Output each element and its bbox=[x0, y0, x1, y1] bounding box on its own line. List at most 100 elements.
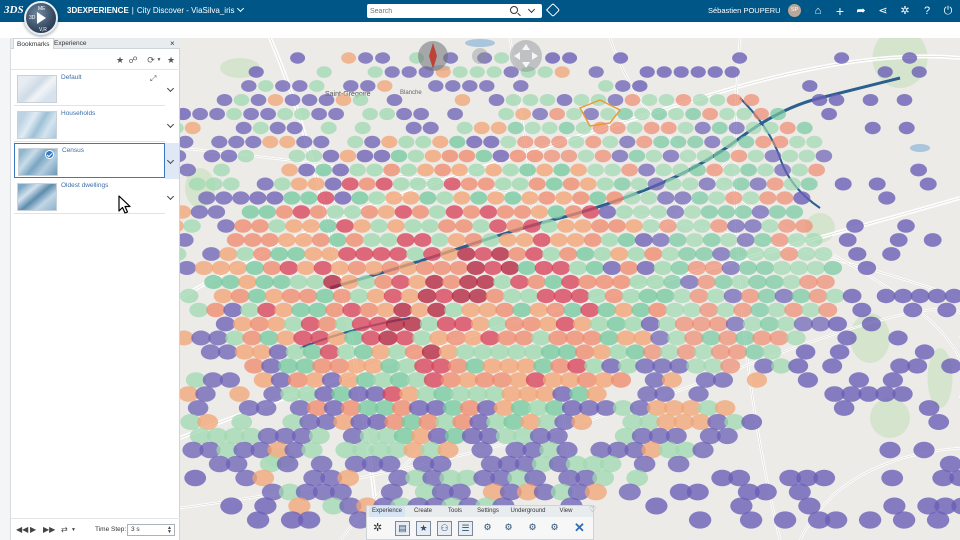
share-arrow-icon[interactable]: ➦ bbox=[856, 5, 866, 17]
hex-cell bbox=[232, 316, 252, 332]
favorite-icon[interactable]: ★ bbox=[416, 521, 431, 536]
hex-cell bbox=[374, 400, 396, 416]
hex-cell bbox=[454, 94, 471, 106]
hex-cell bbox=[180, 149, 187, 163]
chevron-down-icon[interactable] bbox=[166, 192, 175, 201]
hex-cell bbox=[357, 400, 379, 416]
tab-settings[interactable]: Settings bbox=[477, 508, 499, 514]
rewind-icon[interactable]: ◀◀ bbox=[16, 525, 29, 534]
map-viewport[interactable]: Saint-Grégoire Blanche bbox=[180, 38, 960, 540]
star-icon[interactable]: ★ bbox=[115, 55, 125, 65]
hex-cell bbox=[419, 316, 439, 332]
hex-cell bbox=[737, 483, 760, 501]
tab-create[interactable]: Create bbox=[413, 508, 432, 514]
hex-cell bbox=[368, 316, 388, 332]
search-box[interactable] bbox=[367, 4, 542, 18]
settings-gear-icon[interactable]: ✲ bbox=[373, 522, 383, 534]
hex-cell bbox=[430, 233, 449, 247]
bookmark-item[interactable]: Default ⤢ bbox=[14, 71, 165, 106]
hex-cell bbox=[825, 288, 845, 304]
hex-cell bbox=[185, 372, 206, 388]
hex-cell bbox=[202, 372, 223, 388]
loop-icon[interactable]: ⇄ bbox=[61, 525, 68, 534]
hex-cell bbox=[409, 177, 427, 191]
play-icon[interactable]: ▶ bbox=[30, 525, 37, 534]
dassault-logo-icon[interactable]: 3DS bbox=[4, 4, 24, 16]
avatar[interactable]: SP bbox=[788, 4, 801, 17]
chevron-down-icon[interactable] bbox=[166, 84, 175, 93]
search-icon[interactable] bbox=[510, 6, 518, 14]
hex-cell bbox=[187, 400, 209, 416]
hex-cell bbox=[419, 191, 437, 205]
hex-cell bbox=[530, 205, 549, 219]
hex-cell bbox=[598, 205, 617, 219]
tab-view[interactable]: View bbox=[559, 508, 573, 514]
time-step-stepper[interactable]: 3 s ▲ ▼ bbox=[127, 524, 175, 536]
heart-icon[interactable]: ♡ bbox=[589, 505, 597, 514]
tab-experience[interactable]: Experience bbox=[369, 506, 405, 517]
refresh-icon[interactable]: ⟳ bbox=[147, 55, 155, 65]
app-title[interactable]: 3DEXPERIENCE | City Discover - ViaSilva_ir… bbox=[67, 4, 244, 15]
hex-cell bbox=[241, 205, 260, 219]
compass-icon[interactable]: ME 3D V,R bbox=[24, 1, 58, 35]
hex-cell bbox=[695, 247, 714, 261]
gears-icon[interactable]: ⚙ bbox=[528, 522, 537, 532]
manage-icon[interactable]: ☍ bbox=[128, 55, 138, 65]
map-canvas[interactable]: Saint-Grégoire Blanche bbox=[180, 38, 960, 540]
gears-icon[interactable]: ⚙ bbox=[483, 522, 492, 532]
hex-cell bbox=[421, 344, 442, 360]
apps-compass-icon[interactable]: ✲ bbox=[900, 5, 910, 17]
close-icon[interactable]: × bbox=[170, 39, 175, 48]
hex-cell bbox=[512, 427, 534, 445]
bookmark-item[interactable]: Oldest dwellings bbox=[14, 179, 165, 214]
hex-cell bbox=[472, 219, 490, 233]
gears-icon[interactable]: ⚙ bbox=[504, 522, 513, 532]
hex-cell bbox=[508, 372, 529, 388]
user-name[interactable]: Sébastien POUPERU bbox=[708, 6, 781, 15]
tab-experience[interactable]: Experience bbox=[54, 40, 87, 47]
layers-icon[interactable]: ▤ bbox=[395, 521, 410, 536]
hex-cell bbox=[704, 135, 721, 149]
bookmark-item-selected[interactable]: Census bbox=[14, 143, 165, 178]
loop-dropdown-icon[interactable]: ▼ bbox=[71, 527, 76, 533]
hex-cell bbox=[689, 288, 709, 304]
expand-diagonal-icon[interactable]: ⤢ bbox=[150, 74, 157, 83]
bookmark-item[interactable]: Households bbox=[14, 107, 165, 142]
chevron-down-icon[interactable] bbox=[166, 120, 175, 129]
help-icon[interactable]: ? bbox=[923, 5, 931, 17]
hex-cell bbox=[262, 135, 279, 149]
hex-cell bbox=[725, 191, 743, 205]
hex-cell bbox=[700, 205, 719, 219]
person-icon[interactable]: ⚇ bbox=[437, 521, 452, 536]
search-input[interactable] bbox=[370, 5, 500, 17]
tag-label-icon[interactable]: ⌂ bbox=[814, 5, 822, 17]
hex-cell bbox=[742, 191, 760, 205]
tab-tools[interactable]: Tools bbox=[447, 508, 462, 514]
chevron-down-icon[interactable] bbox=[236, 4, 244, 13]
fast-forward-icon[interactable]: ▶▶ bbox=[43, 525, 56, 534]
power-icon[interactable]: ⏻ bbox=[943, 5, 953, 17]
gears-icon[interactable]: ⚙ bbox=[550, 522, 559, 532]
tab-bookmarks[interactable]: Bookmarks bbox=[13, 38, 54, 49]
hex-cell bbox=[383, 163, 400, 177]
search-dropdown-icon[interactable] bbox=[527, 5, 536, 14]
favorite-icon[interactable]: ★ bbox=[166, 55, 176, 65]
network-share-icon[interactable]: ⋖ bbox=[878, 5, 888, 17]
hex-cell bbox=[813, 469, 836, 487]
tab-underground[interactable]: Underground bbox=[510, 508, 546, 514]
hex-cell bbox=[421, 219, 439, 233]
hex-cell bbox=[404, 219, 422, 233]
add-icon[interactable]: + bbox=[835, 3, 845, 19]
stepper-arrows-icon[interactable]: ▲ ▼ bbox=[167, 525, 172, 535]
table-icon[interactable]: ☰ bbox=[458, 521, 473, 536]
hex-cell bbox=[310, 330, 330, 346]
close-icon[interactable]: ✕ bbox=[574, 520, 585, 535]
left-edge-strip bbox=[0, 38, 11, 540]
hex-cell bbox=[341, 52, 357, 64]
hex-cell bbox=[343, 80, 359, 92]
tag-icon[interactable] bbox=[545, 2, 561, 18]
refresh-dropdown-icon[interactable]: ▼ bbox=[156, 57, 162, 63]
hex-cell bbox=[369, 441, 391, 459]
hex-cell bbox=[412, 455, 435, 473]
hex-cell bbox=[345, 233, 364, 247]
